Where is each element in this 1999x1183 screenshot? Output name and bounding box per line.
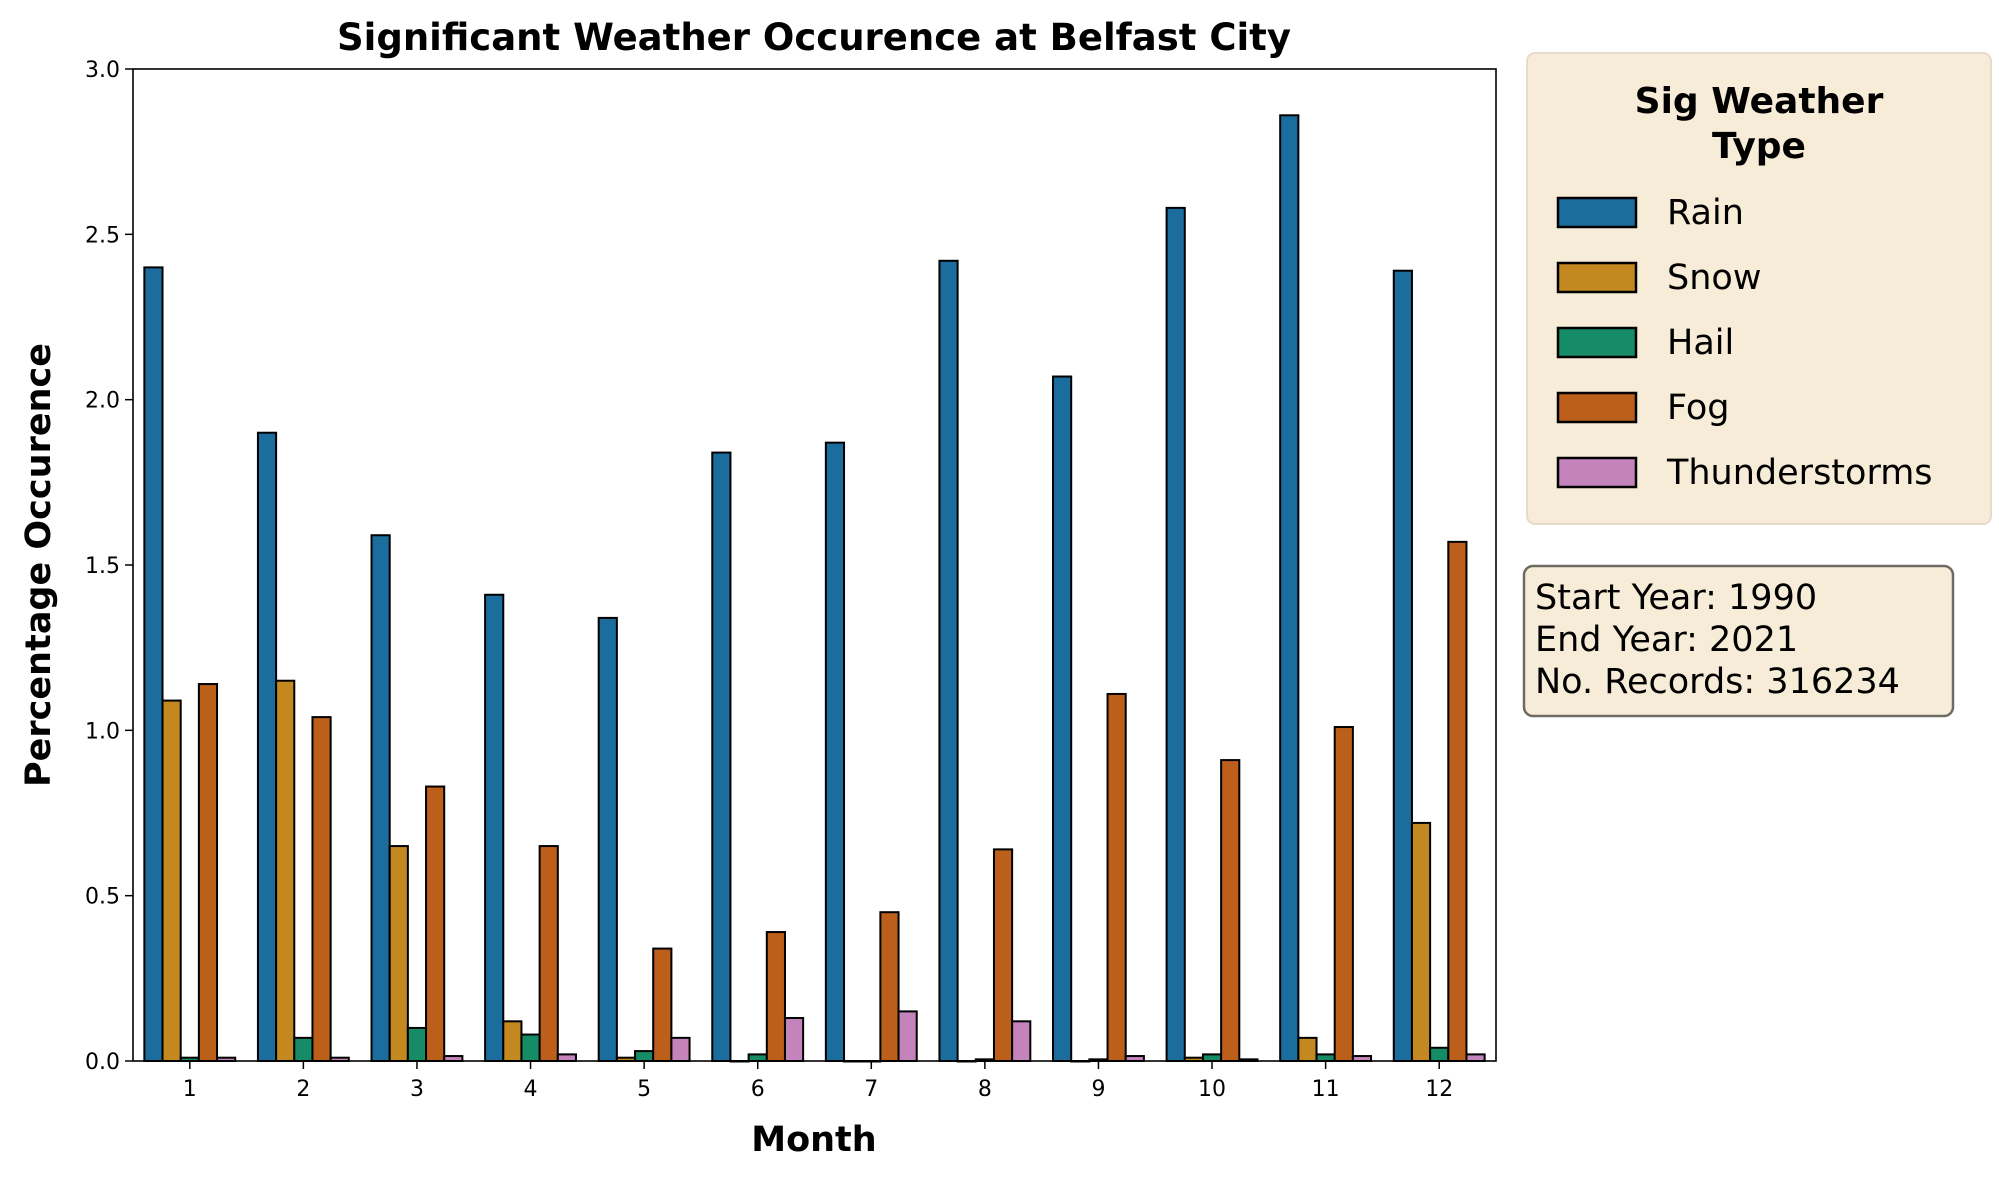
legend-swatch bbox=[1556, 456, 1638, 489]
bar-fog-month-9 bbox=[1106, 692, 1127, 1063]
bar-thunderstorms-month-4 bbox=[556, 1053, 577, 1063]
bar-rain-month-6 bbox=[711, 451, 732, 1063]
legend-label: Thunderstorms bbox=[1666, 453, 1933, 493]
bar-fog-month-10 bbox=[1220, 759, 1241, 1062]
x-tick-label: 10 bbox=[1198, 1077, 1226, 1102]
bar-hail-month-5 bbox=[634, 1050, 655, 1062]
x-tick-label: 12 bbox=[1425, 1077, 1453, 1102]
info-box: Start Year: 1990 End Year: 2021 No. Reco… bbox=[1522, 564, 1955, 718]
bar-rain-month-8 bbox=[938, 259, 959, 1062]
x-axis-label: Month bbox=[751, 1120, 876, 1160]
bar-rain-month-11 bbox=[1279, 114, 1300, 1062]
bar-snow-month-2 bbox=[275, 679, 296, 1062]
legend-item-thunderstorms: Thunderstorms bbox=[1556, 453, 1933, 493]
start-year-text: Start Year: 1990 bbox=[1535, 578, 1817, 618]
x-tick-label: 1 bbox=[183, 1077, 197, 1102]
bar-thunderstorms-month-8 bbox=[1011, 1020, 1032, 1063]
info-box-frame bbox=[1522, 564, 1955, 718]
bar-hail-month-11 bbox=[1315, 1053, 1336, 1063]
bar-rain-month-12 bbox=[1392, 269, 1413, 1062]
bar-thunderstorms-month-7 bbox=[897, 1010, 918, 1063]
y-tick-label: 1.5 bbox=[85, 554, 120, 579]
bar-snow-month-12 bbox=[1410, 821, 1432, 1062]
legend-title-line-1: Sig Weather bbox=[1635, 81, 1884, 122]
x-tick-label: 7 bbox=[864, 1077, 878, 1102]
bar-hail-month-6 bbox=[747, 1053, 768, 1063]
legend-item-fog: Fog bbox=[1556, 388, 1730, 428]
bar-rain-month-4 bbox=[484, 593, 505, 1062]
bar-hail-month-3 bbox=[406, 1026, 428, 1063]
legend-swatch bbox=[1556, 326, 1638, 359]
x-tick-label: 6 bbox=[751, 1077, 765, 1102]
bar-fog-month-1 bbox=[197, 683, 219, 1062]
bar-hail-month-2 bbox=[293, 1036, 314, 1063]
legend-label: Hail bbox=[1667, 323, 1734, 363]
legend-swatch bbox=[1556, 261, 1638, 294]
bar-snow-month-11 bbox=[1297, 1036, 1318, 1063]
bar-hail-month-4 bbox=[520, 1033, 541, 1062]
legend-item-hail: Hail bbox=[1556, 323, 1734, 363]
bar-rain-month-2 bbox=[256, 431, 278, 1062]
legend-title-line-2: Type bbox=[1712, 126, 1806, 167]
bar-thunderstorms-month-5 bbox=[670, 1036, 691, 1063]
bar-thunderstorms-month-6 bbox=[783, 1017, 805, 1062]
records-text: No. Records: 316234 bbox=[1535, 662, 1900, 702]
bar-snow-month-4 bbox=[502, 1020, 523, 1063]
y-tick-label: 2.5 bbox=[85, 223, 120, 248]
x-tick-label: 9 bbox=[1091, 1077, 1105, 1102]
bar-rain-month-7 bbox=[824, 441, 846, 1062]
bar-fog-month-5 bbox=[652, 947, 673, 1062]
bar-fog-month-8 bbox=[992, 848, 1014, 1063]
x-tick-label: 11 bbox=[1312, 1077, 1340, 1102]
bar-rain-month-3 bbox=[370, 534, 391, 1062]
bar-snow-month-3 bbox=[388, 845, 409, 1062]
x-tick-label: 2 bbox=[296, 1077, 310, 1102]
bar-fog-month-11 bbox=[1333, 726, 1354, 1062]
ticks-layer: 1 2 3 4 5 6 7 8 9 10 11 120.00.51.01.52.02.53.0 bbox=[85, 58, 1453, 1102]
bar-snow-month-1 bbox=[161, 699, 182, 1062]
bar-rain-month-9 bbox=[1052, 375, 1073, 1062]
y-tick-label: 2.0 bbox=[85, 389, 120, 414]
bar-rain-month-10 bbox=[1165, 206, 1186, 1062]
legend-label: Rain bbox=[1667, 193, 1744, 233]
chart-title: Significant Weather Occurence at Belfast… bbox=[337, 16, 1291, 59]
bar-rain-month-1 bbox=[143, 266, 164, 1062]
y-tick-label: 3.0 bbox=[85, 58, 120, 83]
legend-swatch bbox=[1556, 391, 1638, 424]
bar-fog-month-4 bbox=[538, 845, 559, 1062]
bar-hail-month-12 bbox=[1429, 1046, 1450, 1062]
x-tick-label: 3 bbox=[410, 1077, 424, 1102]
x-tick-label: 8 bbox=[978, 1077, 992, 1102]
legend-item-rain: Rain bbox=[1556, 193, 1744, 233]
bar-hail-month-10 bbox=[1201, 1053, 1223, 1063]
y-tick-label: 0.5 bbox=[85, 885, 120, 910]
y-tick-label: 0.0 bbox=[85, 1050, 120, 1075]
bars-layer bbox=[143, 114, 1486, 1063]
plot-frame bbox=[132, 68, 1497, 1062]
legend-label: Fog bbox=[1667, 388, 1730, 428]
bar-fog-month-3 bbox=[425, 785, 446, 1063]
bar-thunderstorms-month-12 bbox=[1465, 1053, 1486, 1063]
bar-fog-month-7 bbox=[879, 911, 900, 1063]
x-tick-label: 4 bbox=[524, 1077, 538, 1102]
legend-box bbox=[1526, 52, 1992, 525]
legend-label: Snow bbox=[1667, 258, 1761, 298]
y-axis-label: Percentage Occurence bbox=[19, 343, 59, 787]
legend-swatch bbox=[1556, 196, 1638, 229]
bar-rain-month-5 bbox=[597, 616, 618, 1062]
bar-fog-month-12 bbox=[1447, 540, 1468, 1062]
bar-fog-month-6 bbox=[765, 931, 786, 1062]
end-year-text: End Year: 2021 bbox=[1535, 620, 1798, 660]
legend-item-snow: Snow bbox=[1556, 258, 1761, 298]
x-tick-label: 5 bbox=[637, 1077, 651, 1102]
y-tick-label: 1.0 bbox=[85, 719, 120, 744]
legend: Sig Weather Type Rain Snow Hail Fog Thunders… bbox=[1526, 52, 1992, 525]
bar-fog-month-2 bbox=[311, 716, 332, 1063]
